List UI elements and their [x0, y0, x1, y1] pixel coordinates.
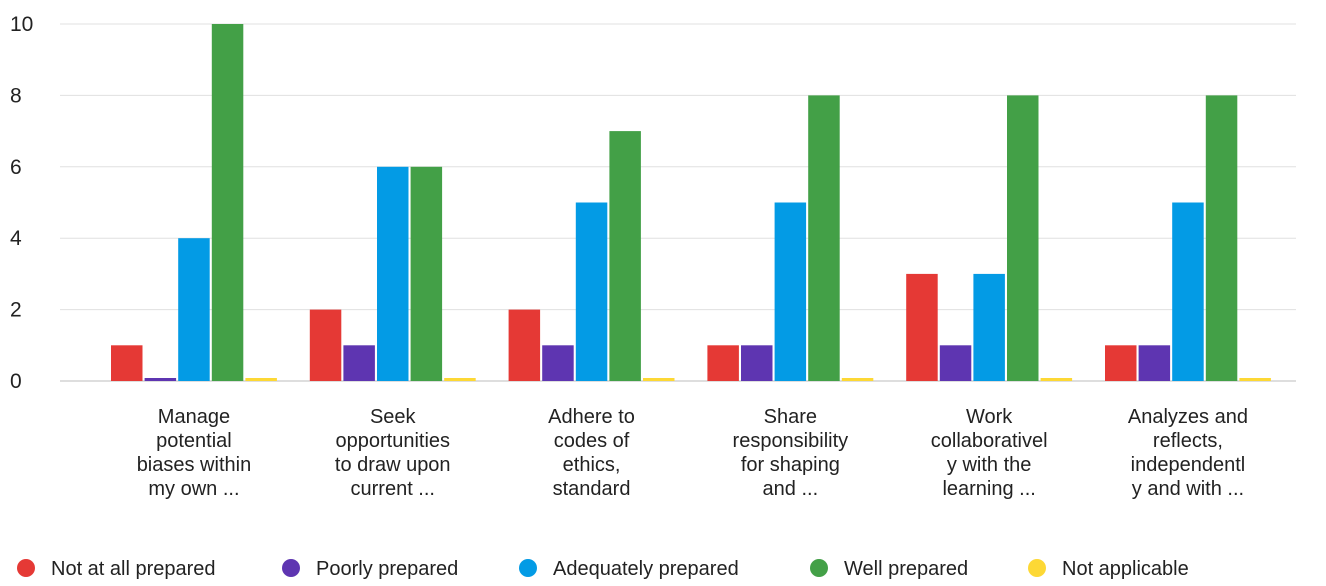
x-category-label-line: y with the	[947, 454, 1031, 476]
x-category-label-line: current ...	[351, 478, 435, 500]
bar[interactable]	[707, 345, 739, 381]
bar[interactable]	[609, 131, 641, 381]
x-category-label-line: Manage	[158, 406, 230, 428]
x-category-label-line: Work	[966, 406, 1013, 428]
legend-label: Not applicable	[1062, 558, 1189, 580]
x-category-label-line: biases within	[137, 454, 252, 476]
bar[interactable]	[1172, 202, 1204, 382]
x-category-label-line: learning ...	[942, 478, 1035, 500]
legend-swatch	[519, 559, 537, 577]
bar[interactable]	[774, 202, 807, 382]
x-category-label-line: to draw upon	[335, 454, 451, 476]
x-category-label: Adhere to codes of ethics, standard	[548, 406, 635, 500]
y-tick-label: 10	[10, 13, 33, 36]
x-category-label-line: and ...	[763, 478, 819, 500]
legend-label: Adequately prepared	[553, 558, 739, 580]
x-category-label-line: reflects,	[1153, 430, 1223, 452]
legend-label: Not at all prepared	[51, 558, 216, 580]
x-category-label-line: collaborativel	[931, 430, 1048, 452]
legend: Not at all prepared Poorly prepared Adequa…	[17, 558, 1189, 580]
bar[interactable]	[211, 24, 244, 381]
x-category-label-line: Share	[764, 406, 817, 428]
legend-label: Well prepared	[844, 558, 968, 580]
bar[interactable]	[377, 166, 409, 381]
x-category-label: Share responsibility for shaping and ...	[733, 406, 849, 500]
bar[interactable]	[508, 309, 541, 381]
bar[interactable]	[1105, 345, 1137, 381]
legend-swatch	[282, 559, 300, 577]
x-category-label-line: independentl	[1131, 454, 1246, 476]
legend-swatch	[17, 559, 35, 577]
x-category-label: Work collaborativel y with the learning ...	[931, 406, 1048, 500]
bar[interactable]	[841, 378, 874, 381]
bar[interactable]	[808, 95, 840, 382]
x-category-label: Manage potential biases within my own ...	[137, 406, 252, 500]
x-category-label-line: codes of	[554, 430, 630, 452]
x-category-label-line: Seek	[370, 406, 417, 428]
x-axis-category-labels: Manage potential biases within my own ... Se…	[137, 406, 1248, 500]
bar[interactable]	[410, 166, 443, 381]
y-axis-tick-labels: 0 2 4 6 8 10	[10, 13, 33, 393]
x-category-label-line: y and with ...	[1132, 478, 1244, 500]
bar[interactable]	[1205, 95, 1238, 382]
y-tick-label: 8	[10, 84, 22, 107]
bar[interactable]	[245, 378, 277, 381]
bar[interactable]	[111, 345, 143, 381]
x-category-label-line: Analyzes and	[1128, 406, 1248, 428]
bar[interactable]	[741, 345, 773, 381]
bar[interactable]	[1040, 378, 1073, 381]
bar[interactable]	[1138, 345, 1171, 381]
y-tick-label: 2	[10, 299, 22, 322]
x-category-label-line: opportunities	[335, 430, 450, 452]
x-category-label: Seek opportunities to draw upon current ...	[335, 406, 451, 500]
legend-label: Poorly prepared	[316, 558, 458, 580]
bar[interactable]	[643, 378, 675, 381]
bar[interactable]	[939, 345, 972, 381]
x-category-label: Analyzes and reflects, independentl y and w…	[1128, 406, 1248, 500]
y-tick-label: 0	[10, 370, 22, 393]
x-category-label-line: Adhere to	[548, 406, 635, 428]
y-tick-label: 4	[10, 227, 22, 250]
x-category-label-line: my own ...	[148, 478, 239, 500]
bar[interactable]	[542, 345, 574, 381]
bar[interactable]	[178, 238, 210, 381]
bar[interactable]	[1007, 95, 1039, 382]
legend-swatch	[810, 559, 828, 577]
bar[interactable]	[309, 309, 342, 381]
legend-swatch	[1028, 559, 1046, 577]
bar[interactable]	[343, 345, 375, 381]
bar[interactable]	[444, 378, 476, 381]
x-category-label-line: ethics,	[563, 454, 621, 476]
bar[interactable]	[144, 378, 177, 381]
x-category-label-line: responsibility	[733, 430, 849, 452]
bar[interactable]	[973, 273, 1005, 381]
bar[interactable]	[1239, 378, 1271, 381]
bar[interactable]	[906, 273, 938, 381]
bars	[111, 24, 1271, 382]
x-category-label-line: potential	[156, 430, 232, 452]
bar[interactable]	[575, 202, 608, 382]
x-category-label-line: for shaping	[741, 454, 840, 476]
y-tick-label: 6	[10, 156, 22, 179]
gridlines	[60, 23, 1296, 382]
x-category-label-line: standard	[553, 478, 631, 500]
